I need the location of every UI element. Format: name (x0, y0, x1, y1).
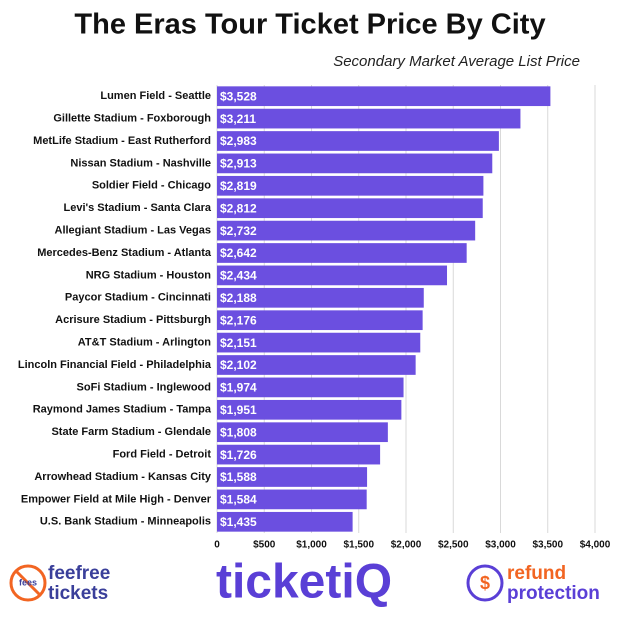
y-tick-label: Gillette Stadium - Foxborough (53, 113, 211, 125)
value-label: $1,951 (220, 403, 257, 417)
y-tick-label: Ford Field - Detroit (113, 449, 212, 461)
chart-subtitle: Secondary Market Average List Price (333, 53, 580, 70)
x-tick-label: $3,000 (485, 540, 516, 551)
bar (217, 265, 448, 286)
bar (217, 467, 368, 487)
x-tick-label: 0 (214, 540, 220, 551)
x-tick-label: $500 (253, 540, 276, 551)
bar (217, 287, 424, 308)
y-tick-label: Lumen Field - Seattle (100, 90, 211, 102)
value-label: $2,913 (220, 157, 257, 171)
refund-icon (466, 564, 504, 602)
y-tick-label: State Farm Stadium - Glendale (51, 426, 211, 438)
value-label: $3,528 (220, 89, 257, 103)
value-label: $2,176 (220, 313, 257, 327)
logo-text: tickets (48, 583, 108, 604)
x-tick-label: $4,000 (580, 540, 611, 551)
value-label: $2,434 (220, 269, 257, 283)
bar (217, 198, 483, 219)
bar (217, 86, 551, 107)
y-tick-label: Raymond James Stadium - Tampa (33, 404, 212, 416)
y-tick-label: NRG Stadium - Houston (86, 269, 212, 281)
bar (217, 332, 421, 353)
x-tick-label: $1,500 (343, 540, 374, 551)
y-tick-label: Paycor Stadium - Cincinnati (65, 292, 211, 304)
logo-text: fees (19, 577, 37, 587)
x-tick-label: $2,000 (391, 540, 422, 551)
logo-text: $ (480, 573, 490, 593)
y-tick-label: Arrowhead Stadium - Kansas City (34, 471, 212, 483)
bar (217, 511, 353, 532)
y-tick-label: Lincoln Financial Field - Philadelphia (18, 359, 212, 371)
value-label: $2,188 (220, 291, 257, 305)
value-label: $2,102 (220, 358, 257, 372)
bar (217, 399, 402, 420)
no-fees-icon (14, 569, 42, 597)
logo-text: feefree (48, 563, 110, 584)
bar (217, 489, 367, 510)
x-tick-label: $1,000 (296, 540, 327, 551)
value-label: $2,732 (220, 224, 257, 238)
value-label: $2,983 (220, 134, 257, 148)
y-tick-label: SoFi Stadium - Inglewood (77, 381, 211, 393)
value-label: $2,151 (220, 336, 257, 350)
y-tick-label: Nissan Stadium - Nashville (70, 157, 211, 169)
logo-text: ticketiQ (216, 556, 392, 609)
bar (217, 175, 484, 196)
bar (217, 444, 381, 465)
value-label: $1,584 (220, 493, 257, 507)
value-label: $2,642 (220, 246, 257, 260)
y-tick-label: Acrisure Stadium - Pittsburgh (55, 314, 211, 326)
bar (217, 377, 404, 398)
y-tick-label: Levi's Stadium - Santa Clara (64, 202, 212, 214)
value-label: $1,726 (220, 448, 257, 462)
plot-area: 0 $500 $1,000 $1,500 $2,000 $2,500 $3,000 $3,50… (18, 85, 611, 551)
bar (217, 243, 467, 263)
footer: fees feefree tickets ticketiQ $ refund p… (9, 556, 600, 609)
value-label: $3,211 (220, 112, 256, 126)
bar (217, 422, 388, 443)
y-tick-label: Mercedes-Benz Stadium - Atlanta (37, 247, 212, 259)
x-tick-label: $2,500 (438, 540, 469, 551)
x-tick-label: $3,500 (532, 540, 563, 551)
bar (217, 153, 493, 174)
value-label: $1,808 (220, 425, 257, 439)
value-label: $1,588 (220, 470, 257, 484)
bar (217, 108, 521, 129)
bar (217, 131, 499, 151)
value-label: $2,819 (220, 179, 257, 193)
value-label: $2,812 (220, 201, 257, 215)
y-tick-label: Allegiant Stadium - Las Vegas (55, 225, 212, 237)
chart-title: The Eras Tour Ticket Price By City (74, 9, 545, 41)
logo-text: refund (507, 563, 566, 584)
y-tick-label: U.S. Bank Stadium - Minneapolis (40, 516, 211, 528)
value-label: $1,974 (220, 381, 257, 395)
bar (217, 310, 423, 331)
logo-text: protection (507, 583, 600, 604)
bar (217, 220, 476, 241)
bar (217, 355, 416, 375)
value-label: $1,435 (220, 515, 257, 529)
y-tick-label: MetLife Stadium - East Rutherford (33, 135, 211, 147)
y-tick-label: Empower Field at Mile High - Denver (21, 493, 212, 505)
no-fees-icon (9, 564, 47, 602)
y-tick-label: AT&T Stadium - Arlington (78, 337, 211, 349)
y-tick-label: Soldier Field - Chicago (92, 180, 211, 192)
